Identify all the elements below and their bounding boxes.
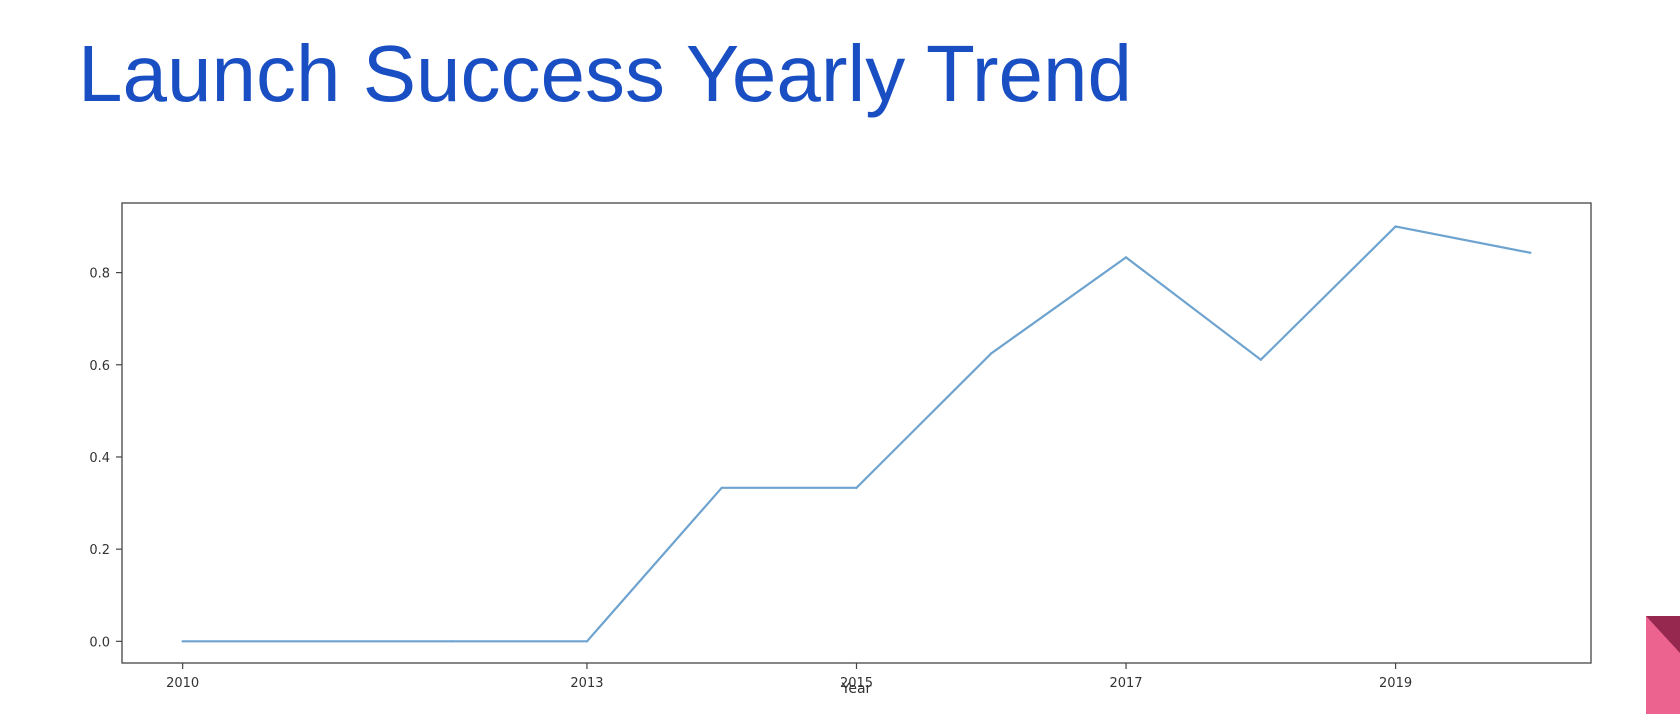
y-axis-ticks: 0.0 0.2 0.4 0.6 0.8 <box>89 267 122 650</box>
corner-decoration <box>1646 616 1680 714</box>
x-axis-label: Year <box>841 681 872 697</box>
data-point <box>720 486 723 489</box>
x-tick-label: 2013 <box>570 676 603 691</box>
y-tick-label: 0.0 <box>89 635 110 650</box>
data-point <box>585 640 589 643</box>
x-tick-label: 2015 <box>840 676 873 691</box>
x-tick-label: 2017 <box>1109 676 1142 691</box>
y-tick-label: 0.2 <box>89 543 110 558</box>
x-axis-ticks: 2010 2013 2015 2017 2019 <box>166 663 1412 691</box>
data-point <box>1124 256 1128 259</box>
data-point <box>181 640 184 643</box>
data-point <box>1394 225 1397 228</box>
data-point <box>990 352 993 355</box>
slide-title: Launch Success Yearly Trend <box>78 29 1133 118</box>
plot-area-frame <box>121 202 1592 664</box>
y-tick-label: 0.6 <box>89 359 110 374</box>
series-line <box>182 225 1531 643</box>
corner-fold-shape <box>1646 616 1680 653</box>
data-point <box>451 640 454 643</box>
y-tick-label: 0.4 <box>89 451 110 466</box>
x-tick-label: 2019 <box>1379 676 1412 691</box>
data-point <box>855 486 858 489</box>
x-tick-label: 2010 <box>166 676 199 691</box>
y-tick-label: 0.8 <box>89 267 110 282</box>
data-point <box>1529 251 1532 254</box>
data-point <box>1259 358 1262 361</box>
